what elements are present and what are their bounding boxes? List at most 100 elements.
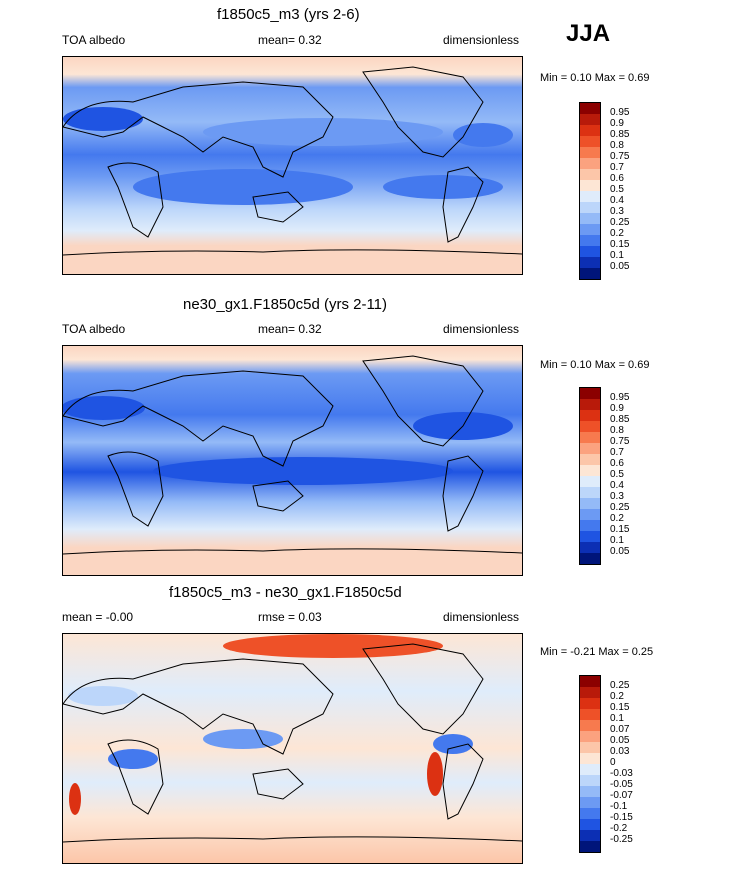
panel2-color-swatch: [580, 520, 600, 531]
panel2-level: 0.75: [610, 436, 630, 447]
panel1-color-swatch: [580, 257, 600, 268]
panel2-color-swatch: [580, 542, 600, 553]
panel2-color-swatch: [580, 498, 600, 509]
panel1-color-swatch: [580, 125, 600, 136]
panel3-level: 0.15: [610, 702, 630, 713]
panel1-map: [62, 56, 523, 275]
panel2-title: ne30_gx1.F1850c5d (yrs 2-11): [183, 296, 388, 313]
panel3-level: 0.2: [610, 691, 624, 702]
panel3-color-swatch: [580, 808, 600, 819]
panel1-level: 0.85: [610, 129, 630, 140]
panel3-rmse-label: rmse = 0.03: [258, 610, 322, 624]
panel2-color-swatch: [580, 421, 600, 432]
panel2-minmax: Min = 0.10 Max = 0.69: [540, 359, 650, 371]
panel2-level: 0.5: [610, 469, 624, 480]
panel3-color-swatch: [580, 720, 600, 731]
panel3-level: 0.07: [610, 724, 630, 735]
panel2-color-swatch: [580, 531, 600, 542]
panel1-color-swatch: [580, 268, 600, 279]
panel2-colorbar: [579, 387, 601, 565]
panel3-color-swatch: [580, 742, 600, 753]
panel3-color-swatch: [580, 830, 600, 841]
panel1-level: 0.3: [610, 206, 624, 217]
panel2-color-swatch: [580, 465, 600, 476]
panel2-color-swatch: [580, 399, 600, 410]
panel3-level: -0.1: [610, 801, 628, 812]
panel1-color-swatch: [580, 169, 600, 180]
panel1-colorbar: [579, 102, 601, 280]
panel3-level: 0.03: [610, 746, 630, 757]
panel3-color-swatch: [580, 764, 600, 775]
panel1-color-swatch: [580, 114, 600, 125]
panel1-level: 0.5: [610, 184, 624, 195]
panel2-mean-label: mean= 0.32: [258, 322, 322, 336]
panel3-color-swatch: [580, 698, 600, 709]
panel3-colorbar: [579, 675, 601, 853]
panel2-level: 0.2: [610, 513, 624, 524]
panel3-level: -0.15: [610, 812, 633, 823]
panel1-mean-label: mean= 0.32: [258, 33, 322, 47]
panel1-level: 0.15: [610, 239, 630, 250]
panel2-color-swatch: [580, 388, 600, 399]
panel3-map: [62, 633, 523, 864]
panel2-level: 0.4: [610, 480, 624, 491]
panel3-level: -0.07: [610, 790, 633, 801]
panel3-color-swatch: [580, 687, 600, 698]
panel1-level: 0.9: [610, 118, 624, 129]
panel2-level: 0.85: [610, 414, 630, 425]
panel3-color-swatch: [580, 819, 600, 830]
panel1-level: 0.05: [610, 261, 630, 272]
panel3-level: -0.2: [610, 823, 628, 834]
panel3-color-swatch: [580, 786, 600, 797]
panel1-left-label: TOA albedo: [62, 33, 126, 47]
panel1-level: 0.2: [610, 228, 624, 239]
panel1-level: 0.1: [610, 250, 624, 261]
panel3-color-swatch: [580, 731, 600, 742]
panel3-units-label: dimensionless: [443, 610, 520, 624]
panel2-left-label: TOA albedo: [62, 322, 126, 336]
panel1-color-swatch: [580, 246, 600, 257]
panel1-level: 0.75: [610, 151, 630, 162]
panel1-minmax: Min = 0.10 Max = 0.69: [540, 72, 650, 84]
panel1-color-swatch: [580, 213, 600, 224]
panel3-color-swatch: [580, 676, 600, 687]
panel1-color-swatch: [580, 136, 600, 147]
season-label: JJA: [566, 20, 611, 47]
panel2-color-swatch: [580, 553, 600, 564]
panel1-color-swatch: [580, 158, 600, 169]
panel2-level: 0.7: [610, 447, 624, 458]
panel1-color-swatch: [580, 180, 600, 191]
panel3-level: -0.03: [610, 768, 633, 779]
panel3-level: -0.25: [610, 834, 633, 845]
panel3-title: f1850c5_m3 - ne30_gx1.F1850c5d: [169, 584, 402, 601]
panel1-units-label: dimensionless: [443, 33, 520, 47]
panel3-color-swatch: [580, 709, 600, 720]
panel2-color-swatch: [580, 432, 600, 443]
panel3-mean-label: mean = -0.00: [62, 610, 134, 624]
panel1-color-swatch: [580, 224, 600, 235]
panel2-level: 0.25: [610, 502, 630, 513]
panel3-level: 0.05: [610, 735, 630, 746]
panel1-color-swatch: [580, 191, 600, 202]
panel1-level: 0.6: [610, 173, 624, 184]
panel3-color-swatch: [580, 753, 600, 764]
panel3-level: 0.25: [610, 680, 630, 691]
panel1-color-swatch: [580, 202, 600, 213]
panel1-level: 0.25: [610, 217, 630, 228]
panel2-color-swatch: [580, 509, 600, 520]
panel3-color-swatch: [580, 841, 600, 852]
panel2-level: 0.6: [610, 458, 624, 469]
panel1-level: 0.4: [610, 195, 624, 206]
panel1-level: 0.8: [610, 140, 624, 151]
panel3-level: 0.1: [610, 713, 624, 724]
panel1-level: 0.95: [610, 107, 630, 118]
panel2-map: [62, 345, 523, 576]
panel2-color-swatch: [580, 454, 600, 465]
panel2-color-swatch: [580, 443, 600, 454]
panel2-level: 0.3: [610, 491, 624, 502]
panel3-minmax: Min = -0.21 Max = 0.25: [540, 646, 654, 658]
panel2-level: 0.95: [610, 392, 630, 403]
panel2-units-label: dimensionless: [443, 322, 520, 336]
panel2-level: 0.05: [610, 546, 630, 557]
panel2-color-swatch: [580, 487, 600, 498]
